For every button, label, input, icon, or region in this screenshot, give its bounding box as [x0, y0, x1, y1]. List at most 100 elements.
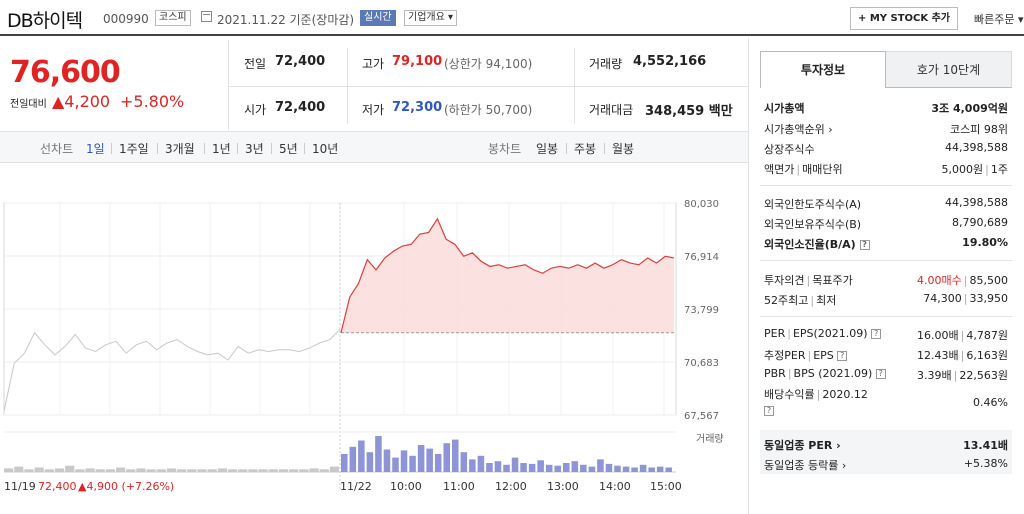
- volume-bar: [268, 469, 278, 472]
- volume-bar: [409, 455, 416, 472]
- company-name: DB하이텍: [7, 10, 83, 32]
- candle-monthly[interactable]: 월봉: [612, 142, 635, 156]
- pbr-value: 3.39배: [917, 369, 952, 382]
- live-button[interactable]: 실시간: [360, 10, 396, 26]
- par-value-row-value: 5,000원 | 1주: [880, 161, 1008, 177]
- range-5y[interactable]: 5년: [279, 142, 298, 156]
- volume-value: 4,552,166: [633, 54, 707, 69]
- week52-high-value: 74,300: [923, 292, 962, 305]
- target-price-label: 목표주가: [812, 274, 853, 287]
- week52-low-value: 33,950: [969, 292, 1009, 305]
- panel-divider: [748, 38, 749, 514]
- calendar-icon: [201, 11, 212, 22]
- volume-bar: [258, 469, 268, 472]
- footer-change: ▲4,900 (+7.26%): [78, 480, 174, 493]
- est-per-value-row: 12.43배 | 6,163원: [880, 347, 1008, 363]
- help-icon[interactable]: ?: [859, 240, 870, 250]
- volume-bar: [494, 461, 502, 472]
- upper-limit: (상한가 94,100): [444, 57, 533, 71]
- volume-bar: [426, 448, 433, 472]
- range-1d[interactable]: 1일: [86, 142, 105, 156]
- volume-bar: [105, 469, 115, 472]
- divider: [760, 185, 1012, 186]
- volume-bar: [511, 457, 519, 472]
- separator: |: [985, 163, 989, 176]
- est-per-label-row: 추정PER | EPS ?: [764, 347, 848, 363]
- market-cap-rank-value: 코스피 98위: [950, 123, 1008, 136]
- volume-bar: [443, 443, 450, 472]
- volume-bar: [452, 439, 459, 472]
- lower-limit: (하한가 50,700): [444, 103, 533, 117]
- candle-weekly[interactable]: 주봉: [574, 142, 597, 156]
- help-icon[interactable]: ?: [871, 329, 882, 339]
- separator: |: [816, 388, 821, 401]
- tab-invest-info[interactable]: 투자정보: [760, 51, 886, 88]
- help-icon[interactable]: ?: [837, 351, 848, 361]
- high-label: 고가: [362, 57, 385, 71]
- range-3y[interactable]: 3년: [245, 142, 264, 156]
- volume-bar: [417, 445, 425, 472]
- range-3m[interactable]: 3개월: [165, 142, 195, 156]
- volume-bar: [571, 461, 579, 472]
- volume-bar: [309, 468, 319, 472]
- peer-rate-value: +5.38%: [963, 457, 1008, 470]
- help-icon[interactable]: ?: [764, 406, 774, 416]
- opinion-label: 투자의견: [764, 274, 805, 287]
- volume-bar: [588, 466, 596, 472]
- volume-bar: [34, 467, 44, 472]
- open-value: 72,400: [275, 100, 326, 115]
- volume-bar: [639, 464, 647, 472]
- week52-value-row: 74,300 | 33,950: [880, 292, 1008, 305]
- volume-bar: [207, 469, 217, 472]
- dividend-date: 2020.12: [822, 388, 868, 401]
- market-badge: 코스피: [155, 10, 191, 26]
- amount-value: 348,459 백만: [645, 104, 733, 119]
- range-10y[interactable]: 10년: [312, 142, 339, 156]
- add-mystock-button[interactable]: + MY STOCK 추가: [850, 7, 958, 30]
- divider: [604, 143, 605, 154]
- separator: |: [787, 327, 791, 340]
- volume-bar: [217, 468, 227, 472]
- volume-bar: [648, 467, 655, 472]
- volume-bar: [528, 463, 536, 472]
- range-1y[interactable]: 1년: [212, 142, 231, 156]
- volume-label: 거래량: [589, 57, 623, 71]
- divider: [204, 143, 205, 154]
- fast-order-dropdown[interactable]: 빠른주문 ▾: [974, 13, 1024, 26]
- volume-bar: [563, 463, 570, 472]
- price-chart[interactable]: 80,030 76,914 73,799 70,683 67,567 거래량 11/22 10…: [0, 192, 748, 514]
- volume-bar: [477, 455, 485, 472]
- per-value: 16.00배: [917, 329, 959, 342]
- divider: [304, 143, 305, 154]
- volume-bar: [665, 467, 672, 472]
- volume-bar: [366, 452, 374, 472]
- help-icon[interactable]: ?: [875, 369, 886, 379]
- volume-bar: [605, 463, 613, 472]
- peer-per-value: 13.41배: [963, 439, 1008, 452]
- divider: [229, 86, 748, 87]
- divider: [566, 143, 567, 154]
- x-tick-label: 11:00: [443, 480, 475, 493]
- bps-label: BPS (2021.09): [793, 367, 873, 380]
- high-value: 79,100: [392, 54, 443, 69]
- volume-bar: [349, 446, 357, 472]
- tab-orderbook[interactable]: 호가 10단계: [886, 51, 1012, 88]
- base-date: 2021.11.22 기준(장마감): [217, 13, 355, 27]
- corp-info-dropdown[interactable]: 기업개요 ▾: [404, 10, 457, 26]
- volume-bar: [95, 469, 105, 472]
- x-tick-label: 14:00: [599, 480, 631, 493]
- volume-bar: [228, 469, 238, 472]
- peer-per-link[interactable]: 동일업종 PER ›: [764, 439, 841, 452]
- volume-bar: [116, 467, 126, 472]
- volume-bar: [656, 466, 664, 472]
- prev-day-line: [3, 329, 341, 412]
- prev-change-label: 전일대비: [10, 99, 47, 110]
- foreign-holding-label: 외국인보유주식수(B): [764, 218, 862, 231]
- range-1w[interactable]: 1주일: [119, 142, 149, 156]
- price-change: ▲4,200: [52, 92, 111, 111]
- est-per-label: 추정PER: [764, 349, 806, 362]
- market-cap-rank-link[interactable]: 시가총액순위 ›: [764, 123, 833, 136]
- peer-rate-link[interactable]: 동일업종 등락률 ›: [764, 459, 847, 472]
- foreign-ratio-label: 외국인소진율(B/A): [764, 238, 856, 251]
- candle-daily[interactable]: 일봉: [536, 142, 559, 156]
